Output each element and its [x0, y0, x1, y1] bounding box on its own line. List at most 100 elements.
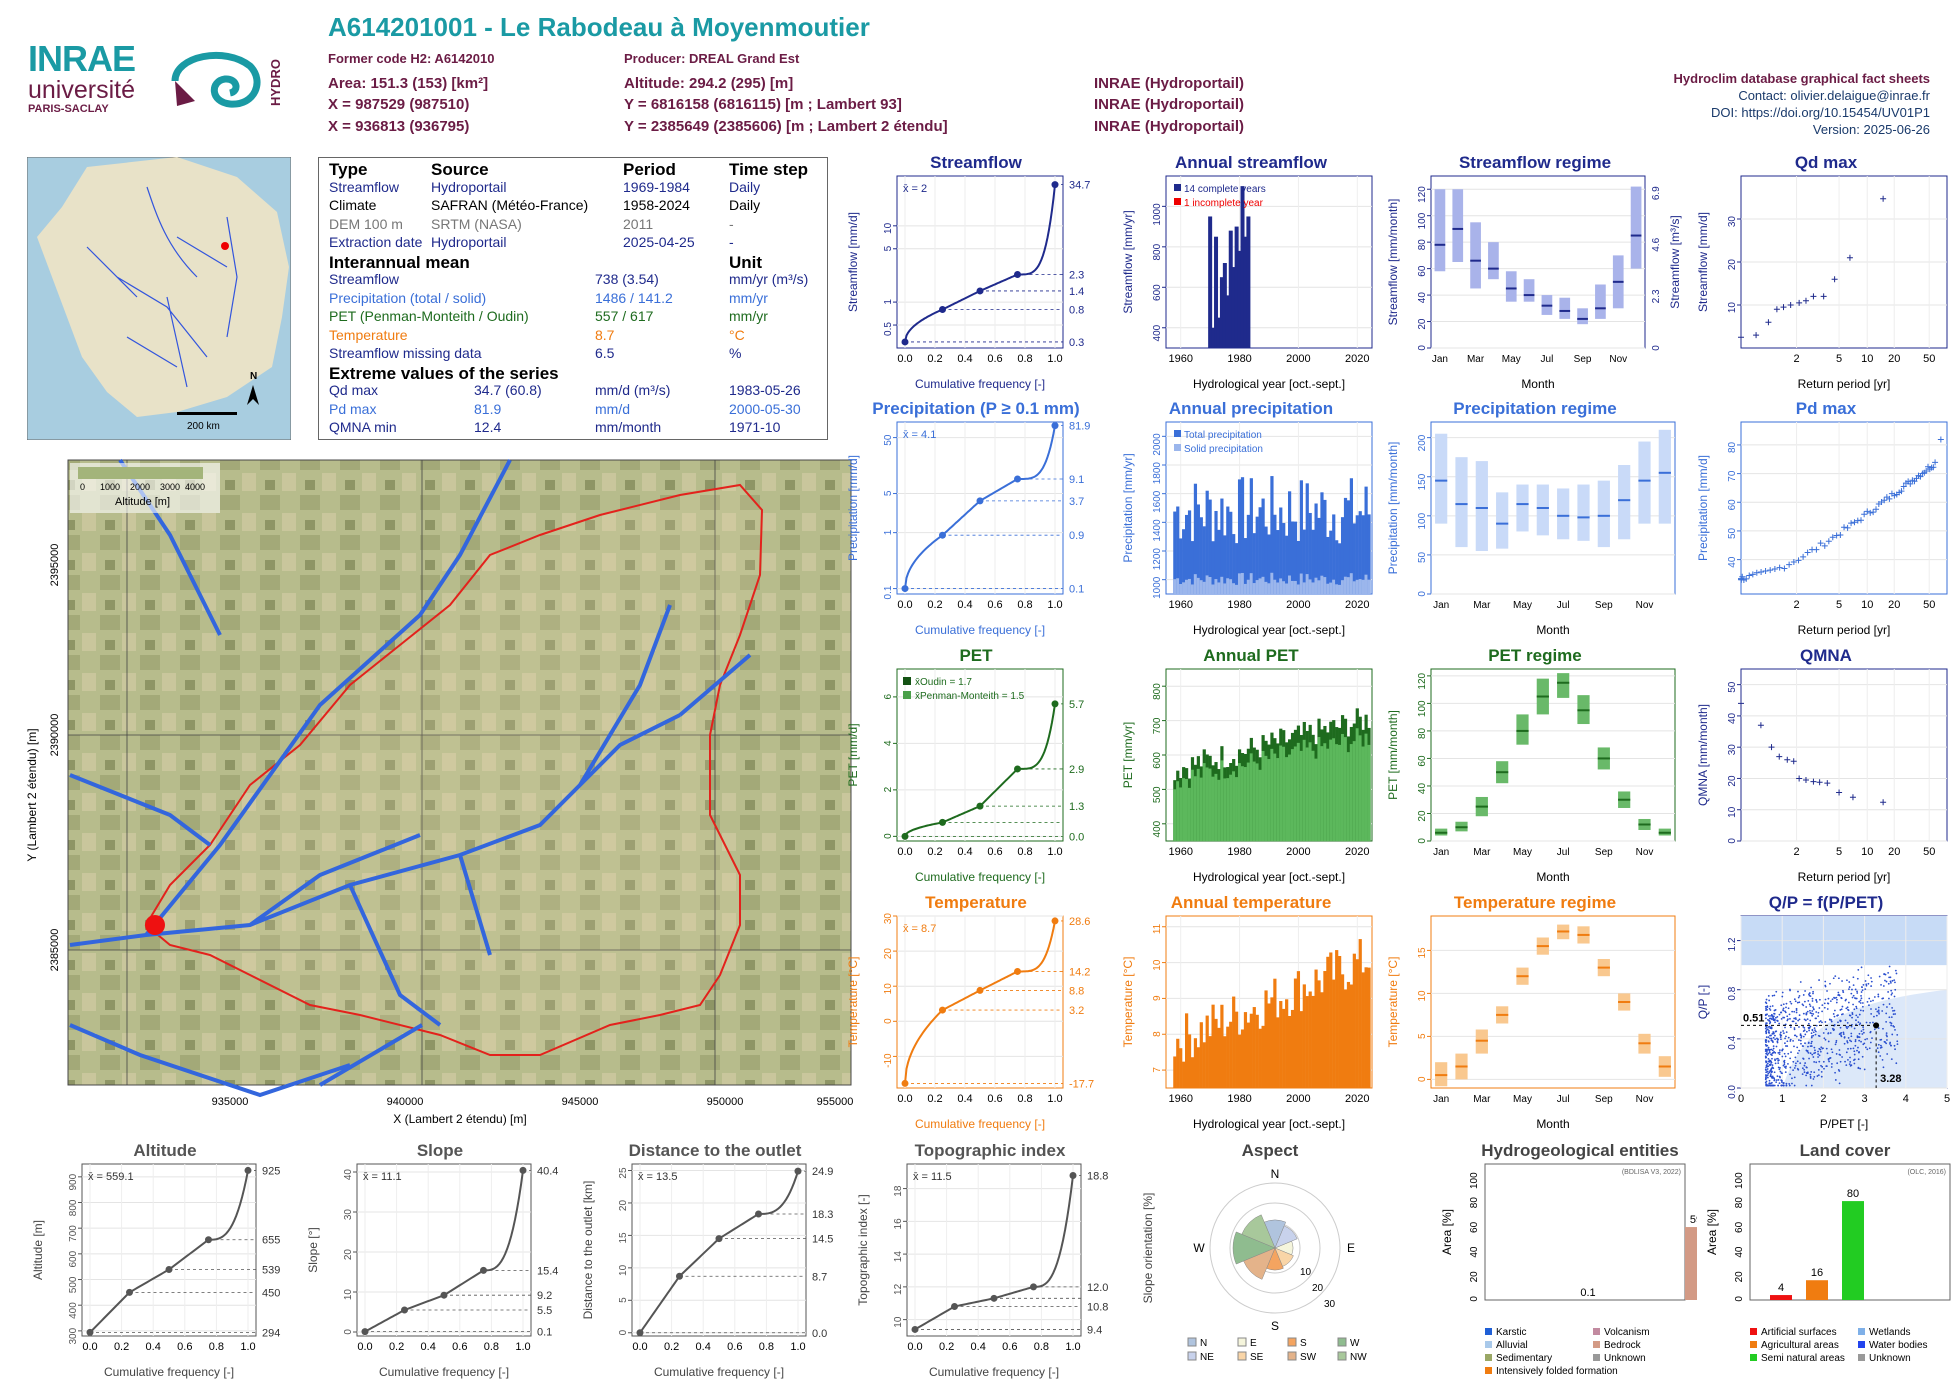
annual-sub-bar	[1220, 760, 1224, 841]
scatter-point	[1820, 1064, 1822, 1067]
x-axis-label: Cumulative frequency [-]	[929, 1365, 1059, 1379]
scatter-point	[1765, 1022, 1767, 1025]
quantile-point	[244, 1166, 252, 1174]
annual-bar	[1193, 1038, 1198, 1088]
annual-bar	[1190, 541, 1195, 594]
y-tick-label: 20	[1417, 318, 1428, 330]
scatter-point	[1878, 1012, 1880, 1015]
annual-bar	[1352, 523, 1356, 594]
scatter-point	[1838, 1070, 1841, 1072]
annual-sub-bar	[1211, 776, 1215, 841]
source-1: INRAE (Hydroportail)	[1094, 75, 1244, 92]
annual-bar	[1293, 521, 1298, 594]
map-ytick: 2390000	[49, 714, 61, 757]
scatter-point	[1765, 1029, 1768, 1032]
scatter-point	[1768, 1051, 1771, 1054]
y-axis-label: Topographic index [-]	[856, 1194, 870, 1305]
scatter-point	[1796, 1060, 1799, 1063]
factsheet-doi[interactable]: DOI: https://doi.org/10.15454/UV01P1	[1711, 105, 1930, 120]
return-point	[1880, 195, 1887, 202]
scatter-point	[1819, 1050, 1822, 1053]
quantile-point	[901, 1079, 909, 1087]
scatter-point	[1769, 1063, 1772, 1066]
annual-bar	[1349, 478, 1353, 594]
annual-bar	[1296, 540, 1301, 594]
scatter-point	[1805, 1066, 1808, 1069]
annual-sub-bar	[1179, 787, 1183, 841]
annual-bar	[1282, 523, 1286, 594]
quantile-point	[939, 531, 946, 539]
annual-bar	[1243, 1012, 1248, 1088]
annual-sub-bar	[1335, 584, 1339, 594]
scatter-point	[1770, 1037, 1773, 1040]
scatter-point	[1894, 969, 1897, 972]
legend-tick: 2000	[130, 482, 150, 492]
right-tick-label: 81.9	[1069, 421, 1090, 433]
scatter-point	[1785, 1035, 1787, 1038]
quantile-point	[976, 497, 984, 505]
annual-sub-bar	[1364, 574, 1368, 594]
annual-sub-bar	[1352, 741, 1356, 841]
scatter-point	[1773, 1079, 1776, 1082]
scatter-point	[1765, 1002, 1768, 1005]
scatter-point	[1817, 1074, 1820, 1077]
annual-bar	[1285, 535, 1289, 594]
scatter-point	[1858, 1036, 1861, 1039]
x-tick-label: 2	[1793, 599, 1799, 611]
annual-sub-bar	[1367, 744, 1371, 841]
legend-label: x̄Penman-Monteith = 1.5	[915, 691, 1025, 702]
table-row: Extraction date Hydroportail 2025-04-25-	[329, 234, 734, 250]
annual-bar	[1343, 497, 1348, 594]
right-tick-label: 2.9	[1069, 764, 1084, 776]
scatter-point	[1896, 1034, 1899, 1036]
right-tick-label: 12.0	[1087, 1282, 1108, 1294]
y-tick-label: 30	[883, 913, 894, 925]
factsheet-version: Version: 2025-06-26	[1812, 122, 1930, 137]
chart-title: Temperature	[925, 893, 1027, 912]
annual-sub-bar	[1173, 789, 1177, 841]
scatter-point	[1774, 1038, 1777, 1041]
scatter-point	[1779, 1070, 1782, 1073]
annual-bar	[1258, 507, 1262, 594]
annual-bar	[1261, 498, 1265, 594]
table-row: Climate SAFRAN (Météo-France) 1958-2024 Dai…	[329, 197, 761, 213]
plot-frame	[896, 915, 1064, 1089]
scatter-point	[1827, 1032, 1830, 1035]
scatter-point	[1765, 1041, 1768, 1044]
right-tick-label: 10.8	[1087, 1302, 1108, 1314]
scatter-point	[1781, 1055, 1784, 1058]
annual-bar	[1187, 1034, 1192, 1088]
scatter-point	[1864, 988, 1867, 991]
legend-label: Artificial surfaces	[1761, 1327, 1837, 1338]
scatter-point	[1793, 1076, 1796, 1079]
scatter-point	[1846, 1006, 1849, 1009]
chart-title: Distance to the outlet	[629, 1141, 802, 1160]
regime-box	[1516, 714, 1529, 745]
right-tick-label: 15.4	[537, 1265, 558, 1277]
x-tick-label: 0.0	[357, 1341, 372, 1353]
y-tick-label: 14	[893, 1251, 904, 1263]
scatter-point	[1798, 1018, 1801, 1021]
legend-swatch	[1287, 1337, 1297, 1347]
x-tick-label: 0.6	[987, 599, 1002, 611]
right-tick-label: 925	[262, 1165, 280, 1177]
annual-bar	[1187, 510, 1192, 594]
scatter-point	[1849, 1064, 1852, 1067]
y-tick-label: 40	[343, 1169, 354, 1181]
annual-sub-bar	[1326, 748, 1330, 841]
scatter-point	[1783, 1063, 1786, 1066]
scatter-point	[1855, 997, 1858, 1000]
y-tick-label: 1200	[1152, 548, 1163, 571]
factsheet-contact[interactable]: Contact: olivier.delaigue@inrae.fr	[1738, 88, 1930, 103]
scatter-point	[1891, 1006, 1894, 1009]
hydrogeology-chart: Hydrogeological entities020406080100Area…	[1440, 1141, 1697, 1377]
scatter-point	[1792, 1060, 1795, 1063]
scatter-point	[1885, 1020, 1888, 1023]
annual-sub-bar	[1182, 582, 1186, 594]
quantile-point	[939, 818, 946, 826]
x-axis-label: Cumulative frequency [-]	[915, 623, 1045, 637]
scatter-point	[1777, 1051, 1780, 1054]
scatter-point	[1822, 1047, 1824, 1050]
plot-frame	[1430, 175, 1646, 349]
